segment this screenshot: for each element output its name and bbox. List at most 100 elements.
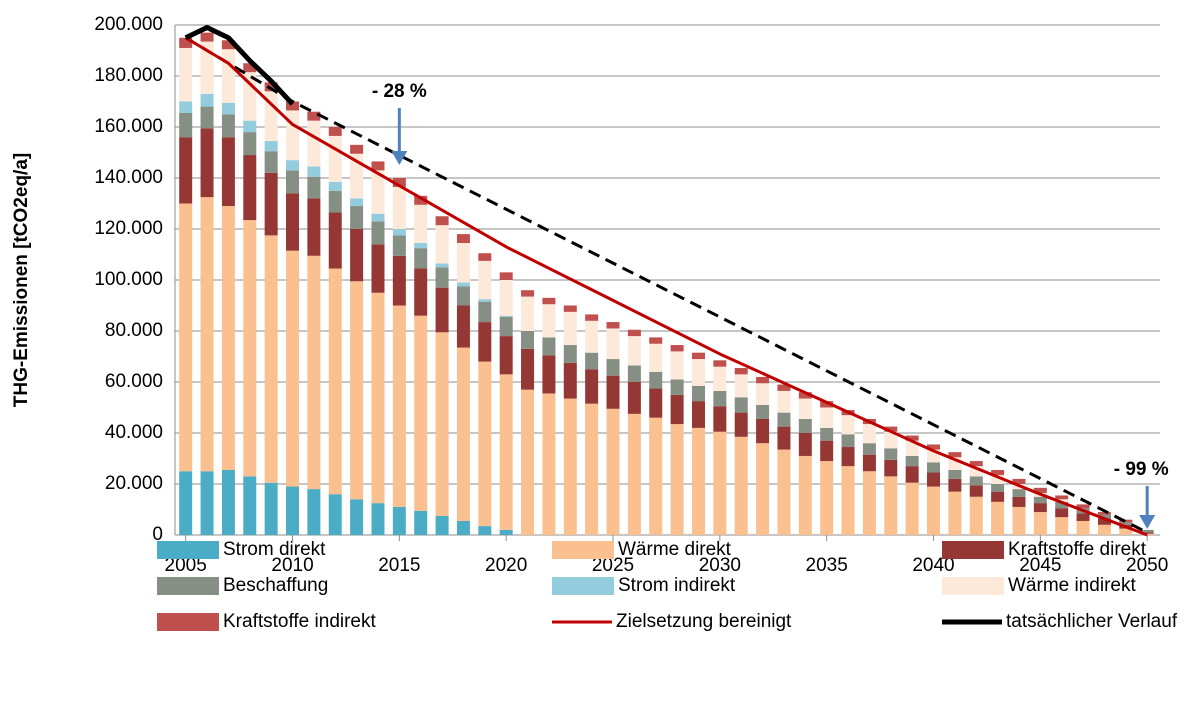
bar-segment bbox=[179, 112, 193, 138]
bar-segment bbox=[478, 526, 492, 535]
bar-segment bbox=[264, 151, 278, 173]
bar-segment bbox=[820, 401, 834, 408]
bar-segment bbox=[1055, 499, 1069, 502]
bar-segment bbox=[927, 472, 941, 487]
bar-segment bbox=[905, 435, 919, 441]
bar-segment bbox=[307, 166, 321, 177]
bar-segment bbox=[1097, 512, 1111, 515]
bar-segment bbox=[221, 206, 235, 470]
bar-segment bbox=[392, 229, 406, 236]
bar-segment bbox=[371, 503, 385, 535]
bar-segment bbox=[350, 229, 364, 282]
bar-segment bbox=[200, 197, 214, 472]
bar-segment bbox=[691, 385, 705, 402]
bar-segment bbox=[328, 127, 342, 136]
bar-segment bbox=[200, 41, 214, 94]
bar-segment bbox=[691, 359, 705, 386]
bar-segment bbox=[585, 352, 599, 370]
bar-segment bbox=[371, 213, 385, 222]
bar-segment bbox=[905, 440, 919, 456]
bar-segment bbox=[328, 135, 342, 182]
bar-segment bbox=[392, 178, 406, 187]
y-tick-label: 120.000 bbox=[94, 218, 163, 239]
bar-segment bbox=[286, 160, 300, 171]
bar-segment bbox=[435, 263, 449, 268]
bar-segment bbox=[392, 235, 406, 256]
bar-segment bbox=[456, 234, 470, 244]
bar-segment bbox=[1119, 522, 1133, 525]
bar-segment bbox=[1055, 501, 1069, 509]
bar-segment bbox=[563, 345, 577, 363]
bar-segment bbox=[350, 153, 364, 199]
bar-segment bbox=[948, 452, 962, 458]
bar-segment bbox=[243, 220, 257, 477]
bar-segment bbox=[1076, 504, 1090, 509]
bar-segment bbox=[499, 280, 513, 316]
y-tick-label: 100.000 bbox=[94, 269, 163, 290]
legend-swatch bbox=[942, 577, 1004, 595]
bar-segment bbox=[243, 63, 257, 73]
bar-segment bbox=[456, 286, 470, 306]
bar-segment bbox=[649, 388, 663, 418]
bar-segment bbox=[456, 347, 470, 521]
legend-label: Strom direkt bbox=[223, 539, 326, 560]
legend-swatch bbox=[157, 577, 219, 595]
bar-segment bbox=[713, 360, 727, 367]
bar-segment bbox=[1012, 478, 1026, 484]
bar-segment bbox=[435, 515, 449, 535]
bar-segment bbox=[392, 186, 406, 229]
bar-segment bbox=[841, 434, 855, 448]
bar-segment bbox=[371, 221, 385, 245]
bar-segment bbox=[1033, 512, 1047, 535]
bar-segment bbox=[927, 462, 941, 473]
bar-segment bbox=[905, 466, 919, 483]
bar-segment bbox=[243, 476, 257, 535]
arrow-head bbox=[1139, 515, 1156, 529]
bar-segment bbox=[478, 260, 492, 300]
bar-segment bbox=[969, 496, 983, 535]
bar-segment bbox=[221, 40, 235, 50]
bar-segment bbox=[179, 203, 193, 472]
bar-segment bbox=[499, 272, 513, 280]
bar-segment bbox=[264, 235, 278, 483]
bar-segment bbox=[670, 394, 684, 425]
bar-segment bbox=[264, 141, 278, 152]
bar-segment bbox=[820, 440, 834, 462]
bar-segment bbox=[649, 371, 663, 389]
x-tick-label: 2030 bbox=[699, 555, 741, 576]
bar-segment bbox=[521, 331, 535, 349]
bar-segment bbox=[756, 383, 770, 405]
bar-segment bbox=[179, 137, 193, 204]
bar-segment bbox=[371, 244, 385, 293]
bar-segment bbox=[307, 176, 321, 199]
bar-segment bbox=[264, 482, 278, 535]
bar-segment bbox=[756, 376, 770, 384]
bar-segment bbox=[307, 120, 321, 167]
bar-segment bbox=[350, 499, 364, 535]
bar-segment bbox=[691, 427, 705, 535]
bar-segment bbox=[328, 190, 342, 213]
bar-segment bbox=[1140, 532, 1154, 534]
bar-segment bbox=[392, 506, 406, 535]
bar-segment bbox=[286, 170, 300, 194]
bar-segment bbox=[798, 418, 812, 433]
bar-segment bbox=[905, 482, 919, 535]
bar-segment bbox=[414, 243, 428, 249]
bar-segment bbox=[499, 374, 513, 530]
bar-segment bbox=[456, 520, 470, 535]
y-tick-label: 80.000 bbox=[105, 320, 163, 341]
bar-segment bbox=[221, 469, 235, 535]
legend-label: Kraftstoffe direkt bbox=[1008, 539, 1147, 560]
bar-segment bbox=[328, 494, 342, 535]
bar-segment bbox=[927, 486, 941, 535]
y-tick-label: 180.000 bbox=[94, 65, 163, 86]
bar-segment bbox=[328, 181, 342, 191]
bar-segment bbox=[585, 320, 599, 353]
y-tick-label: 140.000 bbox=[94, 167, 163, 188]
bar-segment bbox=[563, 362, 577, 399]
bar-segment bbox=[478, 301, 492, 323]
x-tick-label: 2010 bbox=[271, 555, 313, 576]
bar-segment bbox=[862, 443, 876, 455]
bar-segment bbox=[542, 393, 556, 535]
x-tick-label: 2020 bbox=[485, 555, 527, 576]
